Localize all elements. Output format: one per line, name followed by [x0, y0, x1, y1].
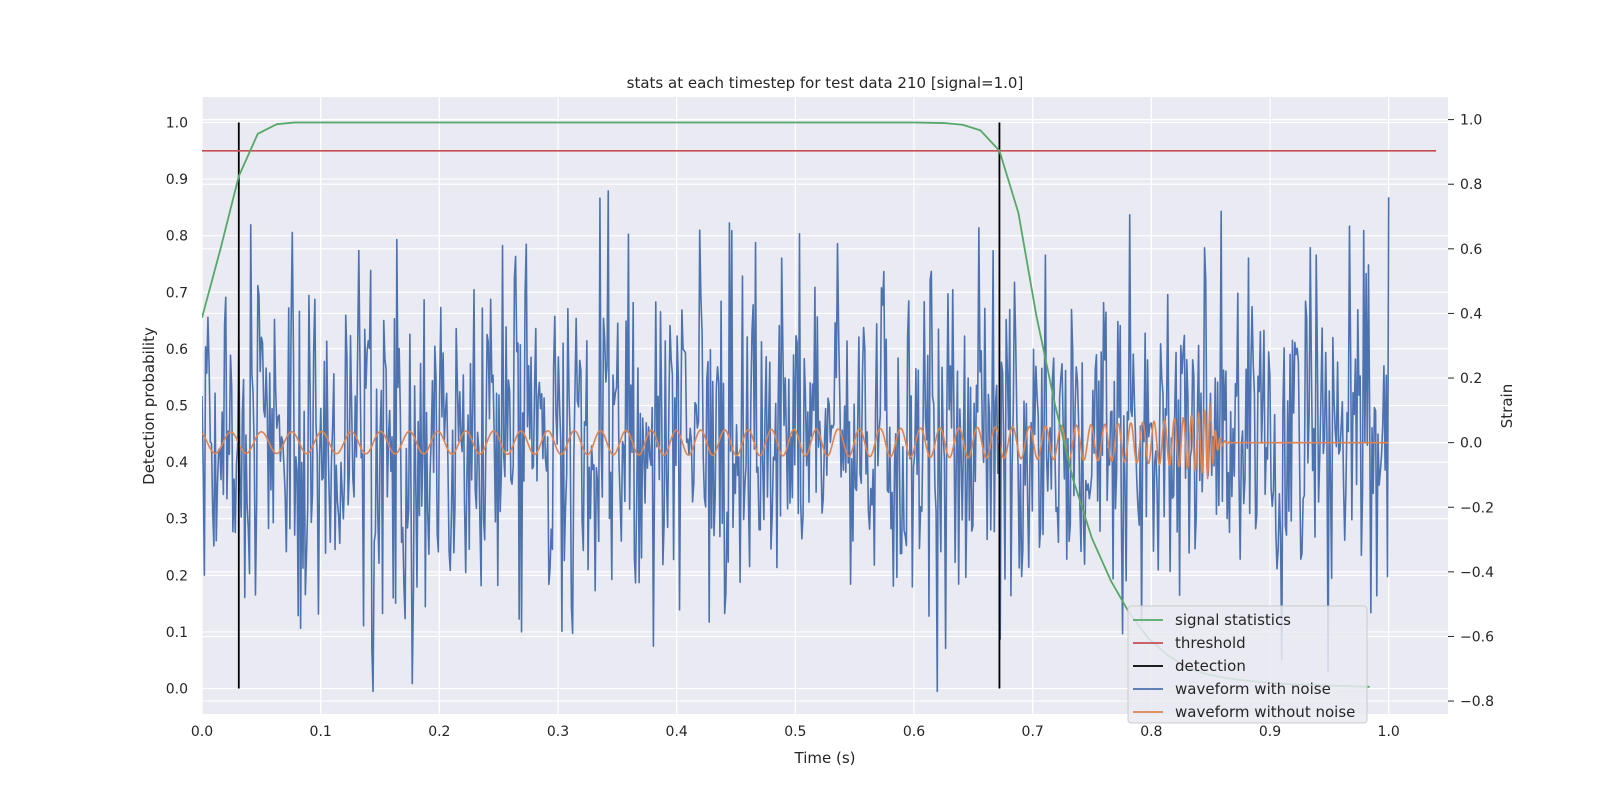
legend-label-waveform-without-noise: waveform without noise [1175, 703, 1355, 721]
x-axis-label: Time (s) [794, 749, 856, 767]
axis-layer: 0.0 0.1 0.2 0.3 0.4 0.5 0.6 0.7 0.8 0.9 1.0 0.0 0.1 0… [166, 113, 1494, 740]
y-axis-label-left: Detection probability [140, 327, 158, 485]
y-tick-label-left: 0.0 [166, 682, 188, 698]
legend-box [1127, 605, 1368, 724]
y-axis-label-right: Strain [1498, 384, 1516, 428]
y-tick-label-left: 0.2 [166, 568, 188, 584]
y-tick-label-left: 0.5 [166, 399, 188, 415]
y-tick-label-left: 0.4 [166, 455, 188, 471]
x-tick-label: 0.0 [191, 724, 213, 740]
legend-label-threshold: threshold [1175, 634, 1246, 652]
y-tick-label-right: 0.6 [1460, 242, 1482, 258]
y-tick-label-right: −0.8 [1460, 694, 1494, 710]
legend-label-detection: detection [1175, 657, 1246, 675]
x-tick-label: 0.6 [903, 724, 925, 740]
waveform-with-noise-line [202, 190, 1390, 693]
y-tick-label-left: 0.9 [166, 172, 188, 188]
x-tick-label: 0.9 [1259, 724, 1281, 740]
legend-label-signal-statistics: signal statistics [1175, 611, 1291, 629]
y-tick-label-right: 1.0 [1460, 113, 1482, 129]
waveform-without-noise-line [202, 402, 1389, 480]
y-tick-label-left: 0.1 [166, 625, 188, 641]
x-tick-label: 0.2 [428, 724, 450, 740]
x-tick-label: 0.5 [784, 724, 806, 740]
y-tick-label-right: −0.2 [1460, 500, 1494, 516]
y-tick-label-right: 0.4 [1460, 306, 1482, 322]
y-tick-label-left: 0.3 [166, 512, 188, 528]
y-tick-label-left: 0.7 [166, 285, 188, 301]
y-tick-label-right: 0.0 [1460, 436, 1482, 452]
legend-label-waveform-with-noise: waveform with noise [1175, 680, 1331, 698]
x-tick-label: 0.4 [666, 724, 688, 740]
x-tick-label: 0.8 [1140, 724, 1162, 740]
x-tick-label: 0.1 [310, 724, 332, 740]
y-tick-label-right: −0.4 [1460, 565, 1494, 581]
y-tick-label-right: −0.6 [1460, 629, 1494, 645]
x-tick-label: 0.3 [547, 724, 569, 740]
legend: signal statistics threshold detection wa… [1127, 605, 1368, 724]
y-tick-label-right: 0.2 [1460, 371, 1482, 387]
chart-title: stats at each timestep for test data 210… [627, 74, 1024, 92]
y-tick-label-left: 0.8 [166, 229, 188, 245]
y-tick-label-left: 0.6 [166, 342, 188, 358]
y-tick-label-left: 1.0 [166, 115, 188, 131]
y-tick-label-right: 0.8 [1460, 177, 1482, 193]
x-tick-label: 0.7 [1022, 724, 1044, 740]
x-tick-label: 1.0 [1378, 724, 1400, 740]
